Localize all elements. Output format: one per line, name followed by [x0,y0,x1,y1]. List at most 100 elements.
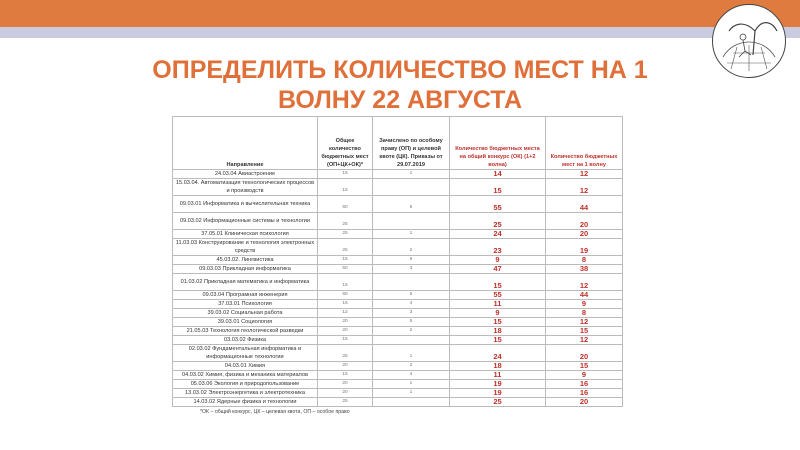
table-row: 45.03.02. Лингвистика 15 6 9 8 [172,255,623,265]
table-row: 39.03.02 Социальная работа 12 3 9 8 [172,308,623,318]
cell-direction: 09.03.01 Информатика и вычислительная те… [172,195,318,213]
cell-enrolled: 1 [372,169,450,179]
table-area: Направление Общее количество бюджетных м… [172,116,623,416]
university-logo [712,4,786,78]
header-enrolled: Зачислено по особому праву (ОП) и целево… [372,116,450,170]
cell-enrolled: 3 [372,308,450,318]
cell-first-wave: 12 [545,273,623,291]
cell-total: 25 [317,238,373,256]
cell-direction: 04.03.02 Химия, физика и механика матери… [172,370,318,380]
cell-direction: 45.03.02. Лингвистика [172,255,318,265]
cell-direction: 39.03.02 Социальная работа [172,308,318,318]
cell-total: 25 [317,212,373,230]
table-row: 02.03.02 Фундаментальная информатика и и… [172,344,623,362]
cell-enrolled: 6 [372,255,450,265]
cell-enrolled [372,273,450,291]
table-row: 04.03.02 Химия, физика и механика матери… [172,370,623,380]
cell-direction: 09.03.03 Прикладная информатика [172,264,318,274]
cell-first-wave: 44 [545,195,623,213]
table-row: 09.03.03 Прикладная информатика 50 3 47 38 [172,264,623,274]
table-header-row: Направление Общее количество бюджетных м… [172,116,623,170]
cell-total: 20 [317,326,373,336]
cell-enrolled: 2 [372,238,450,256]
cell-direction: 13.03.02 Электроэнергетика и электротехн… [172,388,318,398]
table-row: 09.03.01 Информатика и вычислительная те… [172,195,623,213]
cell-total: 12 [317,308,373,318]
cell-direction: 24.03.04 Авиастроение [172,169,318,179]
cell-enrolled: 4 [372,370,450,380]
cell-enrolled: 5 [372,317,450,327]
table-row: 24.03.04 Авиастроение 15 1 14 12 [172,169,623,179]
cell-enrolled: 2 [372,326,450,336]
cell-enrolled: 3 [372,264,450,274]
cell-enrolled: 5 [372,195,450,213]
cell-enrolled: 5 [372,290,450,300]
cell-general: 23 [449,238,546,256]
table-row: 03.03.02 Физика 15 15 12 [172,335,623,345]
cell-total: 20 [317,317,373,327]
cell-total: 15 [317,273,373,291]
cell-general: 24 [449,344,546,362]
cell-enrolled [372,397,450,407]
cell-general: 15 [449,273,546,291]
cell-enrolled [372,178,450,196]
cell-total: 60 [317,195,373,213]
cell-enrolled [372,335,450,345]
cell-total: 15 [317,169,373,179]
cell-total: 50 [317,264,373,274]
cell-direction: 39.03.01 Социология [172,317,318,327]
cell-general: 55 [449,195,546,213]
table-row: 01.03.02 Прикладная математика и информа… [172,273,623,291]
cell-total: 20 [317,379,373,389]
cell-direction: 11.03.03 Конструирование и технология эл… [172,238,318,256]
table-row: 14.03.02 Ядерные физика и технологии 25 25… [172,397,623,407]
table-row: 37.05.01 Клиническая психология 25 1 24 20 [172,229,623,239]
cell-first-wave: 12 [545,178,623,196]
cell-first-wave: 19 [545,238,623,256]
footnote: *ОК – общий конкурс, ЦК – целевая квота,… [200,409,350,415]
cell-first-wave: 12 [545,169,623,179]
cell-total: 15 [317,335,373,345]
title-line-1: ОПРЕДЕЛИТЬ КОЛИЧЕСТВО МЕСТ НА 1 [152,56,648,84]
accent-band [0,27,800,38]
table-row: 09.03.04 Програмная инженерия 60 5 55 44 [172,290,623,300]
cell-general: 25 [449,212,546,230]
cell-direction: 02.03.02 Фундаментальная информатика и и… [172,344,318,362]
cell-first-wave: 20 [545,344,623,362]
cell-general: 14 [449,169,546,179]
cell-general: 47 [449,264,546,274]
cell-enrolled: 1 [372,344,450,362]
cell-enrolled: 1 [372,379,450,389]
cell-total: 60 [317,290,373,300]
header-total: Общее количество бюджетных мест (ОП+ЦК+О… [317,116,373,170]
cell-general: 25 [449,397,546,407]
table-row: 13.03.02 Электроэнергетика и электротехн… [172,388,623,398]
cell-total: 25 [317,344,373,362]
slide-title: ОПРЕДЕЛИТЬ КОЛИЧЕСТВО МЕСТ НА 1 ВОЛНУ 22… [0,55,800,115]
budget-places-table: Направление Общее количество бюджетных м… [172,116,623,407]
cell-direction: 09.03.04 Програмная инженерия [172,290,318,300]
header-general-competition: Количество бюджетных места на общий конк… [449,116,546,170]
table-row: 39.03.01 Социология 20 5 15 12 [172,317,623,327]
cell-enrolled: 1 [372,229,450,239]
table-row: 04.03.01 Химия 20 2 18 15 [172,361,623,371]
title-line-2: ВОЛНУ 22 АВГУСТА [277,86,523,114]
cell-direction: 37.05.01 Клиническая психология [172,229,318,239]
cell-direction: 05.03.06 Экология и природопользование [172,379,318,389]
cell-enrolled [372,212,450,230]
cell-direction: 37.03.01 Психология [172,299,318,309]
cell-direction: 15.03.04. Автоматизация технологических … [172,178,318,196]
cell-total: 20 [317,388,373,398]
table-row: 09.03.02 Информационные системы и технол… [172,212,623,230]
table-row: 11.03.03 Конструирование и технология эл… [172,238,623,256]
cell-first-wave: 12 [545,335,623,345]
cell-direction: 04.03.01 Химия [172,361,318,371]
table-row: 15.03.04. Автоматизация технологических … [172,178,623,196]
cell-enrolled: 4 [372,299,450,309]
cell-general: 24 [449,229,546,239]
header-first-wave: Количество бюджетных мест на 1 волну [545,116,623,170]
cell-enrolled: 2 [372,361,450,371]
cell-first-wave: 20 [545,397,623,407]
cell-total: 15 [317,299,373,309]
cell-total: 20 [317,361,373,371]
